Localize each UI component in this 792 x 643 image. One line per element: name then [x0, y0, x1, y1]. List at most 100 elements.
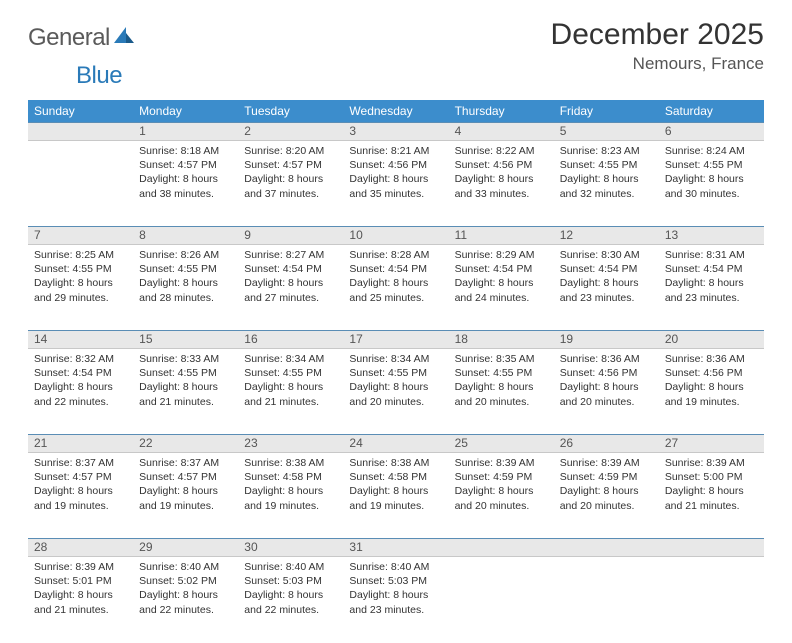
- day-content-cell: Sunrise: 8:39 AMSunset: 4:59 PMDaylight:…: [554, 453, 659, 539]
- daylight-line: Daylight: 8 hours and 35 minutes.: [349, 172, 442, 200]
- daylight-line: Daylight: 8 hours and 21 minutes.: [34, 588, 127, 616]
- daylight-line: Daylight: 8 hours and 23 minutes.: [349, 588, 442, 616]
- daylight-line: Daylight: 8 hours and 24 minutes.: [455, 276, 548, 304]
- day-number-cell: 25: [449, 435, 554, 453]
- sunset-line: Sunset: 5:00 PM: [665, 470, 758, 484]
- day-content-cell: [449, 557, 554, 643]
- daylight-line: Daylight: 8 hours and 19 minutes.: [139, 484, 232, 512]
- day-content-cell: Sunrise: 8:30 AMSunset: 4:54 PMDaylight:…: [554, 245, 659, 331]
- day-number-row: 21222324252627: [28, 435, 764, 453]
- day-content-row: Sunrise: 8:18 AMSunset: 4:57 PMDaylight:…: [28, 141, 764, 227]
- sunrise-line: Sunrise: 8:28 AM: [349, 248, 442, 262]
- day-number-cell: [449, 539, 554, 557]
- day-content-cell: Sunrise: 8:39 AMSunset: 4:59 PMDaylight:…: [449, 453, 554, 539]
- day-content-cell: Sunrise: 8:34 AMSunset: 4:55 PMDaylight:…: [238, 349, 343, 435]
- day-number-cell: 12: [554, 227, 659, 245]
- sunrise-line: Sunrise: 8:37 AM: [139, 456, 232, 470]
- day-number-cell: 16: [238, 331, 343, 349]
- day-number-cell: 20: [659, 331, 764, 349]
- sunrise-line: Sunrise: 8:27 AM: [244, 248, 337, 262]
- sunrise-line: Sunrise: 8:35 AM: [455, 352, 548, 366]
- day-number-cell: [659, 539, 764, 557]
- weekday-header-row: Sunday Monday Tuesday Wednesday Thursday…: [28, 100, 764, 123]
- daylight-line: Daylight: 8 hours and 20 minutes.: [455, 484, 548, 512]
- day-content-cell: Sunrise: 8:24 AMSunset: 4:55 PMDaylight:…: [659, 141, 764, 227]
- weekday-header: Thursday: [449, 100, 554, 123]
- sunset-line: Sunset: 5:01 PM: [34, 574, 127, 588]
- weekday-header: Tuesday: [238, 100, 343, 123]
- daylight-line: Daylight: 8 hours and 20 minutes.: [560, 484, 653, 512]
- sunset-line: Sunset: 4:55 PM: [665, 158, 758, 172]
- day-number-row: 14151617181920: [28, 331, 764, 349]
- day-content-cell: [659, 557, 764, 643]
- sunrise-line: Sunrise: 8:25 AM: [34, 248, 127, 262]
- day-content-cell: Sunrise: 8:36 AMSunset: 4:56 PMDaylight:…: [554, 349, 659, 435]
- month-title: December 2025: [551, 18, 764, 52]
- sunset-line: Sunset: 4:57 PM: [139, 470, 232, 484]
- sunset-line: Sunset: 4:54 PM: [665, 262, 758, 276]
- sunrise-line: Sunrise: 8:39 AM: [560, 456, 653, 470]
- sunset-line: Sunset: 4:54 PM: [349, 262, 442, 276]
- day-content-cell: Sunrise: 8:40 AMSunset: 5:03 PMDaylight:…: [238, 557, 343, 643]
- day-number-cell: [554, 539, 659, 557]
- sunrise-line: Sunrise: 8:33 AM: [139, 352, 232, 366]
- day-content-row: Sunrise: 8:39 AMSunset: 5:01 PMDaylight:…: [28, 557, 764, 643]
- sunrise-line: Sunrise: 8:37 AM: [34, 456, 127, 470]
- sunrise-line: Sunrise: 8:24 AM: [665, 144, 758, 158]
- sunrise-line: Sunrise: 8:26 AM: [139, 248, 232, 262]
- day-number-row: 78910111213: [28, 227, 764, 245]
- day-number-cell: 13: [659, 227, 764, 245]
- daylight-line: Daylight: 8 hours and 22 minutes.: [244, 588, 337, 616]
- day-number-cell: [28, 123, 133, 141]
- day-number-cell: 27: [659, 435, 764, 453]
- weekday-header: Friday: [554, 100, 659, 123]
- day-number-cell: 30: [238, 539, 343, 557]
- sunrise-line: Sunrise: 8:38 AM: [244, 456, 337, 470]
- sunset-line: Sunset: 4:55 PM: [34, 262, 127, 276]
- sunrise-line: Sunrise: 8:36 AM: [560, 352, 653, 366]
- daylight-line: Daylight: 8 hours and 30 minutes.: [665, 172, 758, 200]
- sunset-line: Sunset: 4:56 PM: [455, 158, 548, 172]
- sunset-line: Sunset: 4:54 PM: [244, 262, 337, 276]
- day-number-row: 123456: [28, 123, 764, 141]
- day-number-cell: 7: [28, 227, 133, 245]
- day-content-cell: Sunrise: 8:25 AMSunset: 4:55 PMDaylight:…: [28, 245, 133, 331]
- daylight-line: Daylight: 8 hours and 20 minutes.: [455, 380, 548, 408]
- day-content-cell: Sunrise: 8:33 AMSunset: 4:55 PMDaylight:…: [133, 349, 238, 435]
- day-content-cell: Sunrise: 8:18 AMSunset: 4:57 PMDaylight:…: [133, 141, 238, 227]
- sunrise-line: Sunrise: 8:40 AM: [139, 560, 232, 574]
- sunrise-line: Sunrise: 8:36 AM: [665, 352, 758, 366]
- logo-triangle-icon: [114, 27, 136, 50]
- day-content-cell: Sunrise: 8:23 AMSunset: 4:55 PMDaylight:…: [554, 141, 659, 227]
- sunset-line: Sunset: 4:59 PM: [455, 470, 548, 484]
- weekday-header: Wednesday: [343, 100, 448, 123]
- daylight-line: Daylight: 8 hours and 25 minutes.: [349, 276, 442, 304]
- day-content-cell: Sunrise: 8:21 AMSunset: 4:56 PMDaylight:…: [343, 141, 448, 227]
- day-number-cell: 11: [449, 227, 554, 245]
- day-number-cell: 31: [343, 539, 448, 557]
- sunrise-line: Sunrise: 8:31 AM: [665, 248, 758, 262]
- logo-text-1: General: [28, 24, 110, 52]
- daylight-line: Daylight: 8 hours and 37 minutes.: [244, 172, 337, 200]
- sunrise-line: Sunrise: 8:39 AM: [665, 456, 758, 470]
- daylight-line: Daylight: 8 hours and 27 minutes.: [244, 276, 337, 304]
- day-content-cell: Sunrise: 8:36 AMSunset: 4:56 PMDaylight:…: [659, 349, 764, 435]
- day-number-cell: 4: [449, 123, 554, 141]
- daylight-line: Daylight: 8 hours and 23 minutes.: [665, 276, 758, 304]
- sunset-line: Sunset: 4:55 PM: [244, 366, 337, 380]
- day-content-cell: Sunrise: 8:31 AMSunset: 4:54 PMDaylight:…: [659, 245, 764, 331]
- day-number-cell: 22: [133, 435, 238, 453]
- day-number-cell: 17: [343, 331, 448, 349]
- day-number-cell: 1: [133, 123, 238, 141]
- sunrise-line: Sunrise: 8:30 AM: [560, 248, 653, 262]
- day-number-cell: 26: [554, 435, 659, 453]
- sunset-line: Sunset: 4:54 PM: [560, 262, 653, 276]
- sunset-line: Sunset: 5:03 PM: [244, 574, 337, 588]
- daylight-line: Daylight: 8 hours and 20 minutes.: [560, 380, 653, 408]
- sunset-line: Sunset: 4:57 PM: [244, 158, 337, 172]
- day-content-cell: Sunrise: 8:22 AMSunset: 4:56 PMDaylight:…: [449, 141, 554, 227]
- day-content-cell: Sunrise: 8:35 AMSunset: 4:55 PMDaylight:…: [449, 349, 554, 435]
- sunrise-line: Sunrise: 8:22 AM: [455, 144, 548, 158]
- day-content-cell: Sunrise: 8:32 AMSunset: 4:54 PMDaylight:…: [28, 349, 133, 435]
- daylight-line: Daylight: 8 hours and 22 minutes.: [139, 588, 232, 616]
